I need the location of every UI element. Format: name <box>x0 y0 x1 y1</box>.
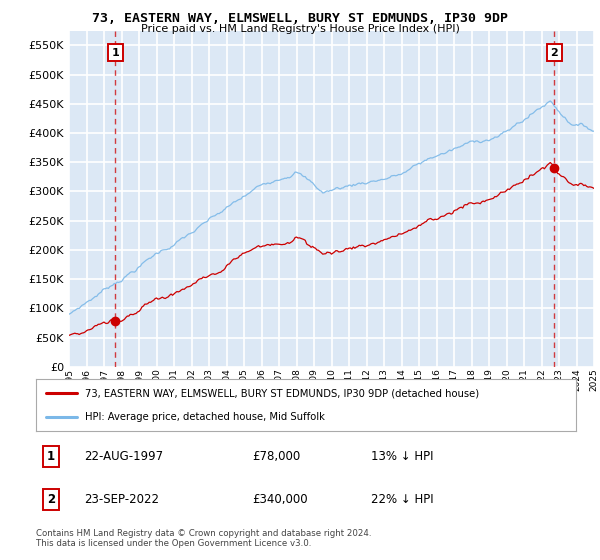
Text: 73, EASTERN WAY, ELMSWELL, BURY ST EDMUNDS, IP30 9DP (detached house): 73, EASTERN WAY, ELMSWELL, BURY ST EDMUN… <box>85 388 479 398</box>
Text: 1: 1 <box>112 48 119 58</box>
Text: Price paid vs. HM Land Registry's House Price Index (HPI): Price paid vs. HM Land Registry's House … <box>140 24 460 34</box>
Text: £340,000: £340,000 <box>252 493 308 506</box>
Text: 13% ↓ HPI: 13% ↓ HPI <box>371 450 433 463</box>
Text: Contains HM Land Registry data © Crown copyright and database right 2024.
This d: Contains HM Land Registry data © Crown c… <box>36 529 371 548</box>
Text: 1: 1 <box>47 450 55 463</box>
Text: 22% ↓ HPI: 22% ↓ HPI <box>371 493 433 506</box>
Text: 2: 2 <box>550 48 558 58</box>
Text: £78,000: £78,000 <box>252 450 300 463</box>
Text: HPI: Average price, detached house, Mid Suffolk: HPI: Average price, detached house, Mid … <box>85 412 325 422</box>
Text: 23-SEP-2022: 23-SEP-2022 <box>85 493 160 506</box>
Text: 2: 2 <box>47 493 55 506</box>
Text: 73, EASTERN WAY, ELMSWELL, BURY ST EDMUNDS, IP30 9DP: 73, EASTERN WAY, ELMSWELL, BURY ST EDMUN… <box>92 12 508 25</box>
Text: 22-AUG-1997: 22-AUG-1997 <box>85 450 164 463</box>
